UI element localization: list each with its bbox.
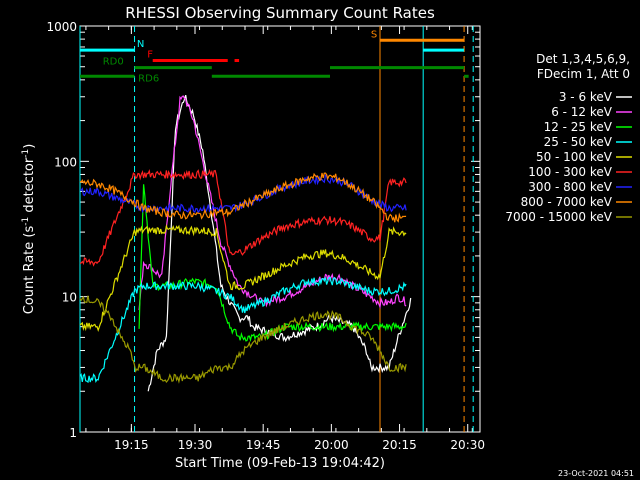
y-axis-label-mid: detector (22, 157, 37, 217)
x-tick-label: 20:15 (382, 438, 417, 452)
y-axis-label-sup2: -1 (21, 149, 31, 158)
flag-label: S (371, 29, 377, 40)
y-tick-label: 1 (69, 426, 77, 440)
flag-label: N (137, 39, 144, 50)
legend-header-line1: Det 1,3,4,5,6,9, (536, 52, 630, 66)
legend-label: 50 - 100 keV (536, 150, 613, 164)
series-line-0 (147, 94, 412, 392)
y-tick-label: 10 (62, 291, 77, 305)
series-line-7 (79, 172, 407, 223)
series-line-8 (79, 295, 407, 384)
x-axis-label: Start Time (09-Feb-13 19:04:42) (175, 456, 385, 471)
x-axis: 19:15 19:30 19:45 20:00 20:15 20:30 (85, 26, 485, 452)
y-axis-label: Count Rate (s-1 detector-1) (21, 144, 37, 315)
x-tick-label: 20:30 (450, 438, 485, 452)
series-line-4 (79, 224, 407, 332)
y-tick-label: 1000 (46, 20, 77, 34)
x-tick-label: 19:15 (114, 438, 149, 452)
legend: Det 1,3,4,5,6,9, FDecim 1, Att 0 3 - 6 k… (505, 52, 632, 224)
flag-label: RD0 (103, 57, 124, 68)
y-axis: 1 10 100 1000 (46, 20, 480, 440)
flag-label: F (147, 49, 153, 60)
legend-label: 100 - 300 keV (528, 165, 612, 179)
legend-label: 25 - 50 keV (544, 135, 613, 149)
x-tick-label: 19:30 (178, 438, 213, 452)
flag-bars: NF S RD0 RD6 (80, 29, 469, 84)
legend-label: 6 - 12 keV (551, 105, 613, 119)
series-lines (79, 94, 412, 392)
legend-header-line2: FDecim 1, Att 0 (537, 67, 630, 81)
chart-title: RHESSI Observing Summary Count Rates (125, 4, 435, 22)
series-line-6 (79, 174, 407, 214)
x-tick-label: 20:00 (314, 438, 349, 452)
flag-label: RD6 (138, 73, 159, 84)
y-tick-label: 100 (54, 155, 77, 169)
legend-label: 800 - 7000 keV (521, 195, 613, 209)
series-line-1 (138, 95, 407, 311)
x-tick-label: 19:45 (246, 438, 281, 452)
series-line-3 (79, 276, 407, 384)
y-axis-label-end: ) (22, 144, 37, 149)
legend-label: 3 - 6 keV (559, 90, 613, 104)
legend-label: 12 - 25 keV (544, 120, 613, 134)
y-axis-label-sup1: -1 (21, 217, 31, 226)
footer-date: 23-Oct-2021 04:51 (558, 469, 634, 478)
legend-label: 7000 - 15000 keV (505, 210, 612, 224)
legend-label: 300 - 800 keV (528, 180, 612, 194)
series-line-5 (79, 168, 407, 267)
